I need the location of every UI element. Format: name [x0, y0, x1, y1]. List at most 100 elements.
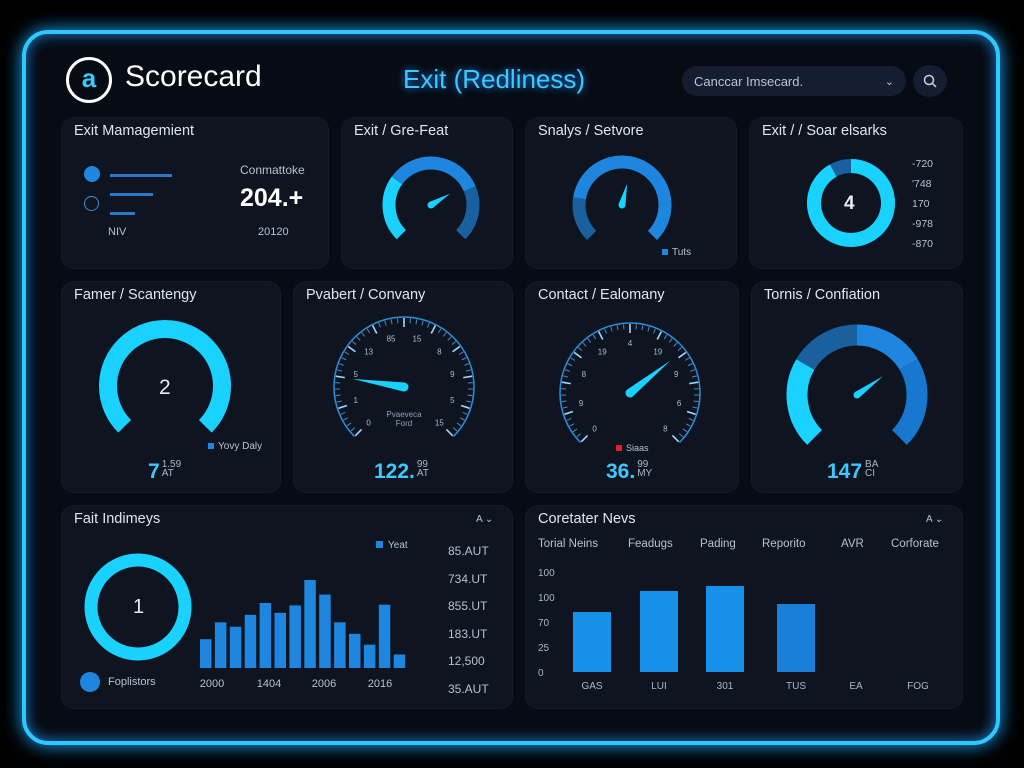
value-item: 734.UT — [448, 571, 488, 586]
gauge-needle — [627, 360, 671, 397]
dial-tick — [580, 434, 589, 443]
dial-tick — [597, 331, 604, 340]
card-title: Contact / Ealomany — [538, 287, 665, 303]
dial-tick — [685, 423, 691, 427]
dial-tick — [678, 433, 684, 438]
dial-tick — [561, 381, 571, 385]
bar — [244, 614, 257, 668]
dial-tick — [582, 342, 587, 347]
dial-tick — [371, 325, 378, 334]
bar-chart: 0 25 70 100 100 GAS LUI 301 TUS EA FOG — [538, 568, 929, 692]
gauge — [572, 155, 672, 241]
legend: Tuts — [662, 247, 691, 258]
legend-label: Siaas — [626, 443, 649, 453]
bar — [573, 612, 611, 672]
bar-line — [110, 193, 153, 196]
dial-tick — [466, 400, 472, 403]
dial-tick — [692, 406, 698, 409]
card-menu-button[interactable]: A ⌄ — [926, 514, 943, 525]
dial-tick — [427, 322, 430, 328]
metric-sub: MY — [637, 468, 653, 479]
card-menu-button[interactable]: A ⌄ — [476, 514, 493, 525]
gauge-arc-segment — [807, 159, 895, 247]
dial-tick — [604, 328, 607, 334]
y-tick-label: 25 — [538, 643, 550, 654]
x-tick-label: EA — [849, 681, 863, 692]
dial-tick — [456, 422, 462, 427]
card-title: Tornis / Confiation — [764, 287, 881, 303]
legend: Yeat — [376, 540, 408, 551]
dial-tick — [447, 336, 452, 341]
dial-label: 15 — [412, 335, 421, 344]
y-tick-label: 100 — [538, 568, 555, 579]
search-button[interactable] — [913, 65, 947, 97]
dial-tick — [459, 417, 465, 421]
chevron-down-icon: ⌄ — [484, 514, 494, 525]
bar — [706, 586, 744, 672]
dial-tick — [610, 326, 613, 332]
legend-label: Tuts — [672, 247, 692, 258]
dial-tick — [673, 342, 678, 347]
bar — [274, 612, 286, 668]
bar — [259, 603, 272, 668]
column-header[interactable]: Reporito — [762, 538, 806, 550]
column-header[interactable]: AVR — [841, 538, 864, 550]
dial-label: 19 — [653, 347, 662, 356]
gauge-arc-segment — [455, 186, 480, 240]
metric: 36. 99 MY — [606, 460, 652, 484]
x-tick-label: 2016 — [368, 678, 392, 690]
legend-swatch — [616, 445, 622, 451]
dial-tick — [616, 325, 619, 331]
metric-value: 122. — [374, 460, 415, 483]
dial-label: 5 — [353, 370, 358, 379]
legend-item: -870 — [912, 238, 934, 250]
metric: 147 BA CI — [827, 460, 878, 484]
bar — [363, 644, 376, 668]
column-header[interactable]: Feadugs — [628, 538, 673, 550]
dial-tick — [335, 394, 341, 397]
dial-label: 8 — [582, 370, 587, 379]
dial-tick — [562, 406, 568, 409]
settings-icon — [84, 196, 99, 211]
dial-tick — [587, 338, 592, 343]
dial-tick — [647, 326, 650, 332]
x-tick-label: 2000 — [200, 678, 224, 690]
bar — [214, 622, 227, 668]
dial-tick — [343, 417, 349, 421]
dial-tick — [567, 363, 573, 367]
x-tick-label: 1404 — [257, 678, 281, 690]
gauge-center-value: 2 — [159, 376, 171, 399]
legend-item: -978 — [912, 218, 934, 230]
bar — [777, 604, 815, 672]
scorecard-select[interactable]: Canccar Imsecard. ⌄ — [682, 66, 906, 96]
dial-tick — [566, 417, 572, 421]
caption-line: Pvaeveca — [386, 410, 422, 419]
dial-tick — [378, 322, 381, 328]
dial-tick — [572, 428, 578, 433]
dial-tick — [686, 410, 696, 416]
metric-sub: CI — [865, 468, 876, 479]
bar — [289, 605, 301, 668]
legend-list: -720 '748 170 -978 -870 — [912, 154, 933, 254]
gauge-needle — [429, 193, 450, 209]
legend-label: Yeat — [388, 540, 408, 551]
dial-tick — [451, 340, 457, 346]
dial-tick — [682, 428, 688, 433]
card-exit-soar: Exit / / Soar elsarks 4 -720 '748 170 -9… — [750, 118, 962, 268]
dial-tick — [421, 320, 424, 326]
dial-tick — [668, 338, 673, 343]
card-title: Exit / / Soar elsarks — [762, 123, 887, 139]
column-header[interactable]: Torial Neins — [538, 538, 599, 550]
gauge-arc-segment — [572, 197, 597, 241]
dial-tick — [430, 325, 437, 334]
bar — [378, 604, 391, 668]
gauge-arc-segment — [382, 176, 407, 240]
bar — [334, 622, 346, 668]
donut — [84, 553, 192, 661]
column-header[interactable]: Corforate — [891, 538, 939, 550]
column-header[interactable]: Pading — [700, 538, 736, 550]
card-title: Famer / Scantengy — [74, 287, 197, 303]
dial-tick — [452, 427, 458, 432]
metric: 7 1.59 AT — [148, 460, 181, 484]
gauge — [99, 320, 231, 433]
